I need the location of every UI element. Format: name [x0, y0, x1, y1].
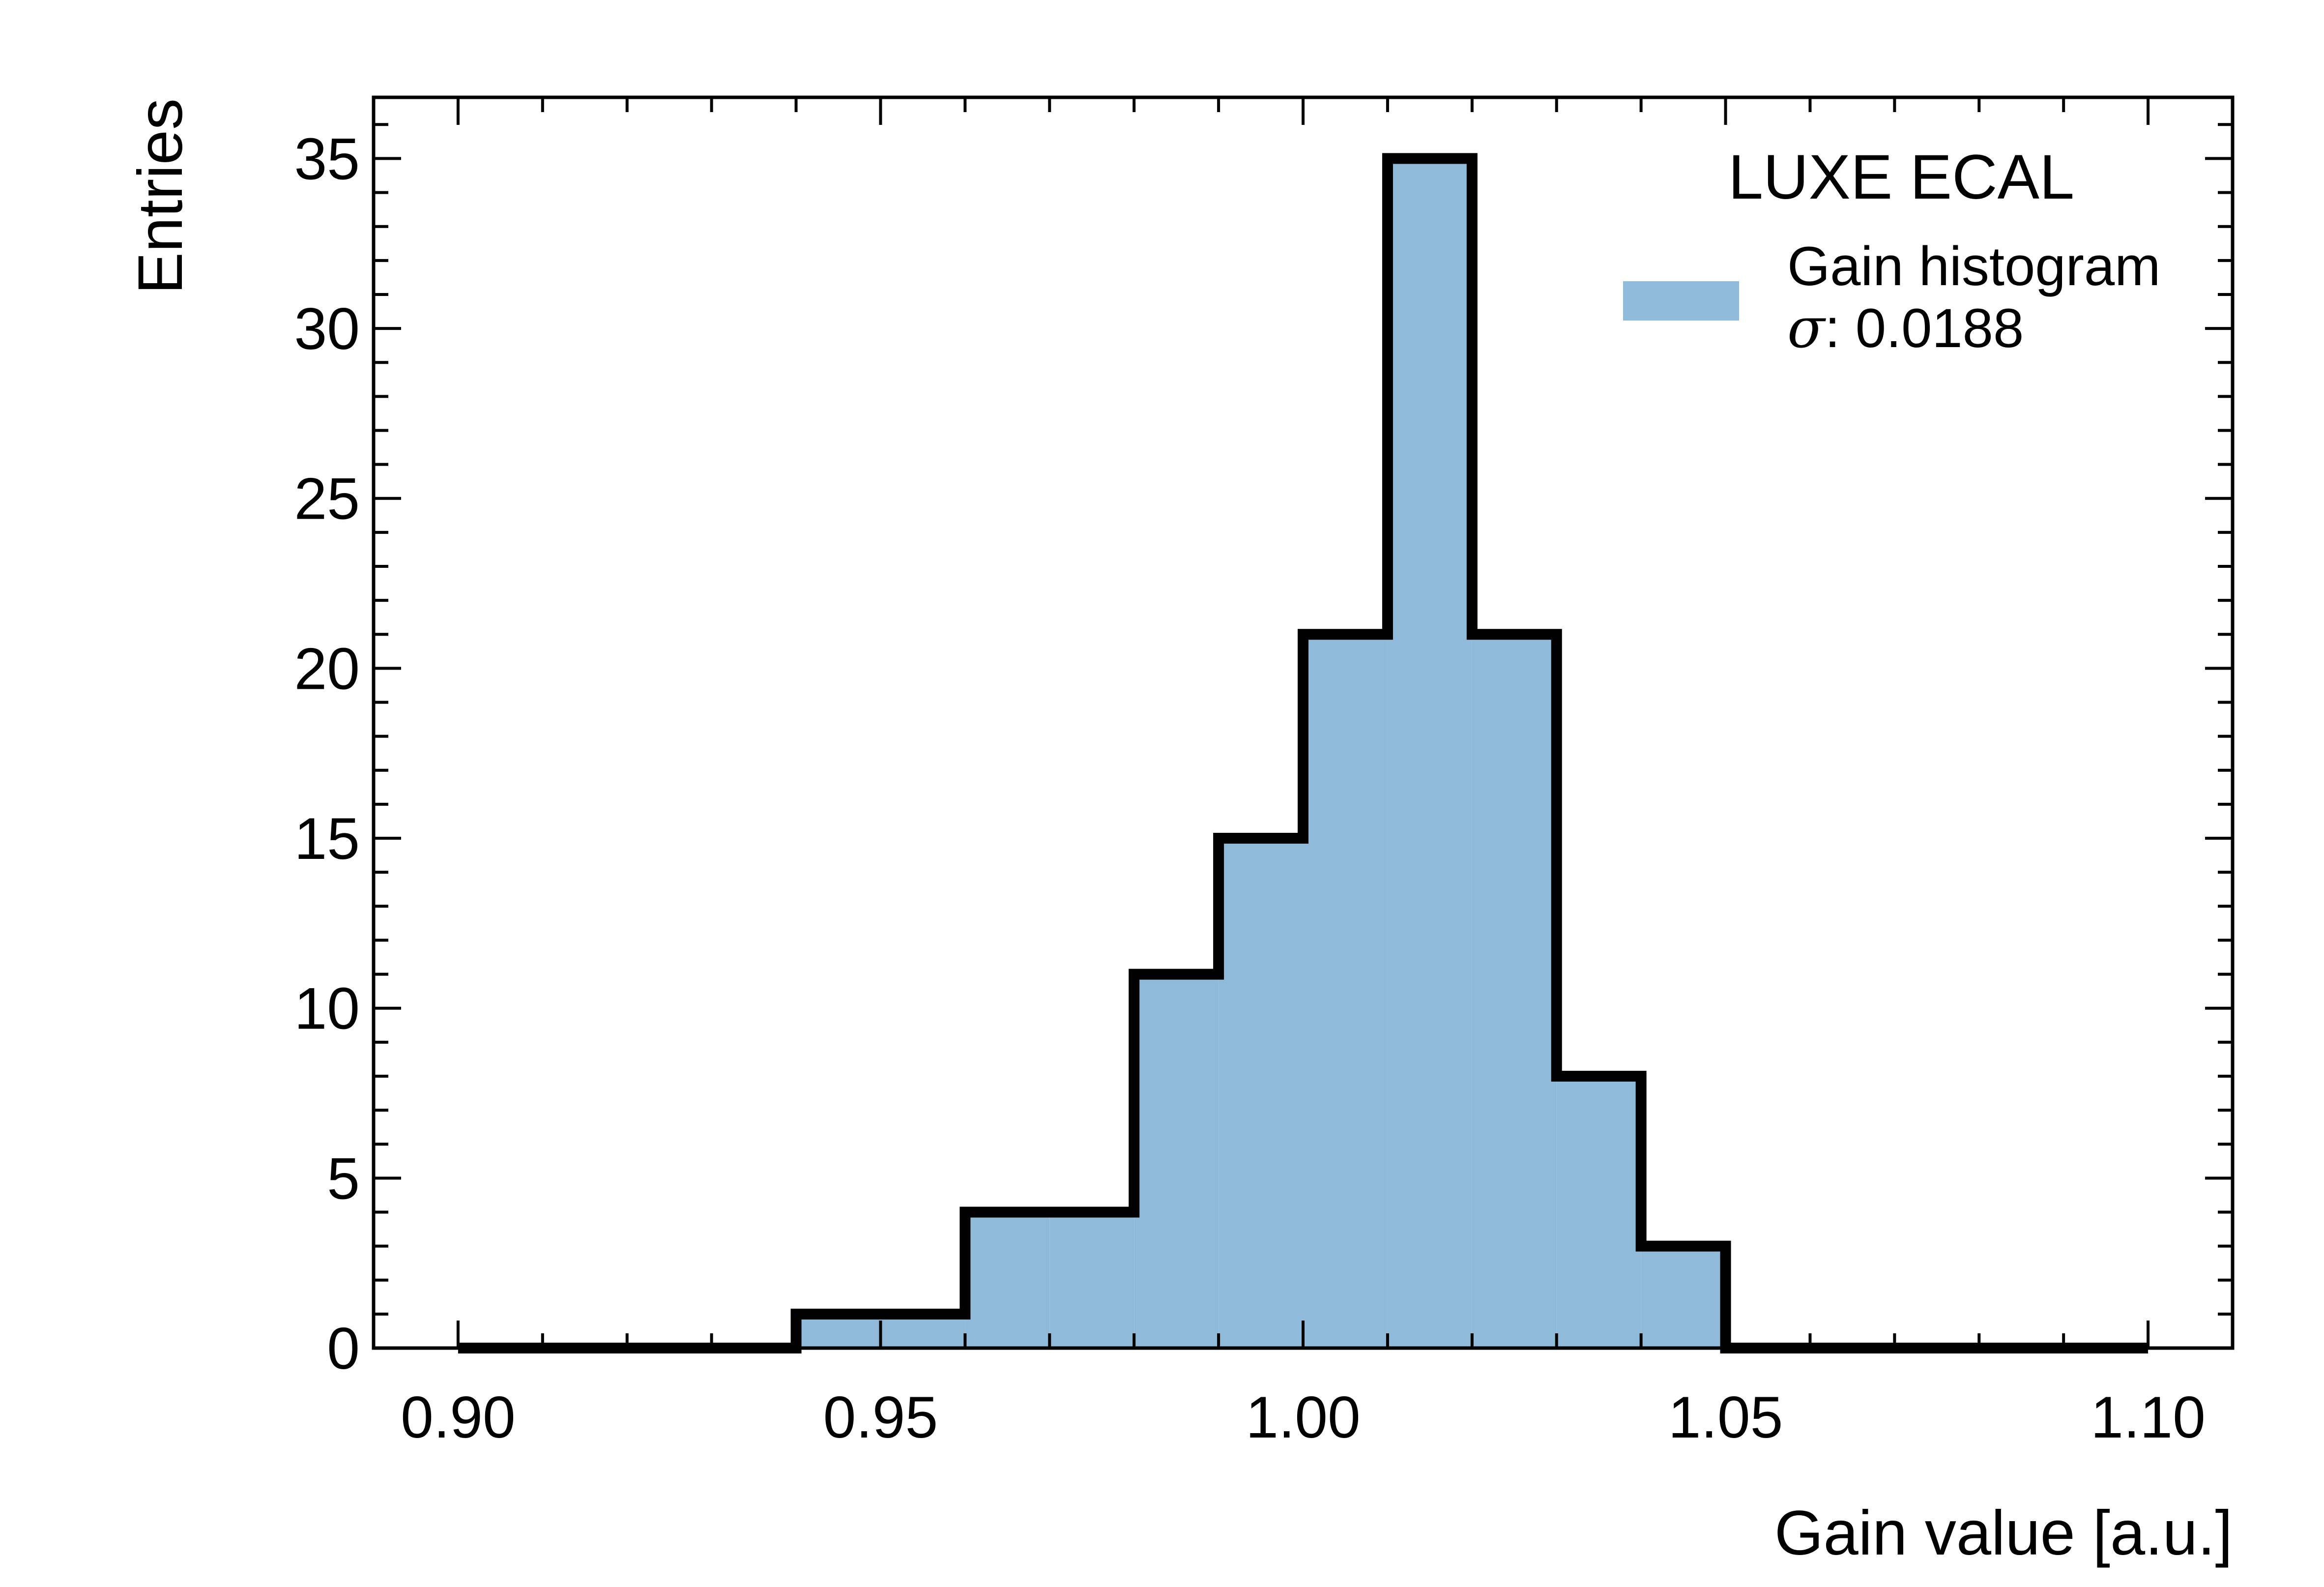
x-tick-label: 0.95: [823, 1384, 938, 1450]
histogram-bar: [1556, 1076, 1641, 1348]
histogram-bar: [1049, 1212, 1134, 1348]
y-tick-label: 25: [294, 466, 360, 532]
histogram-bar: [965, 1212, 1050, 1348]
histogram-bar: [1303, 634, 1388, 1348]
legend: Gain histogram σ: 0.0188: [1623, 235, 2160, 360]
histogram-bar: [880, 1314, 965, 1348]
histogram-bar: [1641, 1246, 1726, 1348]
x-tick-label: 0.90: [401, 1384, 516, 1450]
histogram-bars: [796, 158, 1726, 1348]
y-tick-label: 15: [294, 806, 360, 872]
y-tick-label: 20: [294, 636, 360, 702]
histogram-bar: [1472, 634, 1557, 1348]
histogram-bar: [1387, 158, 1472, 1348]
experiment-label: LUXE ECAL: [1728, 142, 2074, 212]
y-tick-label: 30: [294, 296, 360, 362]
sigma-value: : 0.0188: [1825, 297, 2024, 359]
x-tick-label: 1.00: [1246, 1384, 1361, 1450]
y-tick-label: 0: [327, 1316, 360, 1381]
histogram-bar: [796, 1314, 881, 1348]
plot-frame: [372, 95, 2235, 1350]
y-tick-label: 5: [327, 1146, 360, 1211]
axis-ticks: [374, 97, 2233, 1348]
legend-swatch: [1623, 281, 1739, 321]
y-axis-label: Entries: [125, 98, 196, 294]
legend-sigma-text: σ: 0.0188: [1787, 296, 2024, 360]
tick-labels: 0.90 0.95 1.00 1.05 1.10 0 5 10 15 20 25 30 35: [294, 126, 2206, 1450]
histogram-bar: [1134, 974, 1219, 1348]
legend-label: Gain histogram: [1787, 235, 2160, 297]
x-tick-label: 1.10: [2091, 1384, 2206, 1450]
histogram-bar: [1219, 838, 1303, 1348]
y-tick-label: 35: [294, 126, 360, 192]
y-tick-label: 10: [294, 976, 360, 1042]
x-tick-label: 1.05: [1668, 1384, 1783, 1450]
sigma-symbol: σ: [1787, 296, 1826, 360]
x-axis-label: Gain value [a.u.]: [1774, 1498, 2233, 1568]
